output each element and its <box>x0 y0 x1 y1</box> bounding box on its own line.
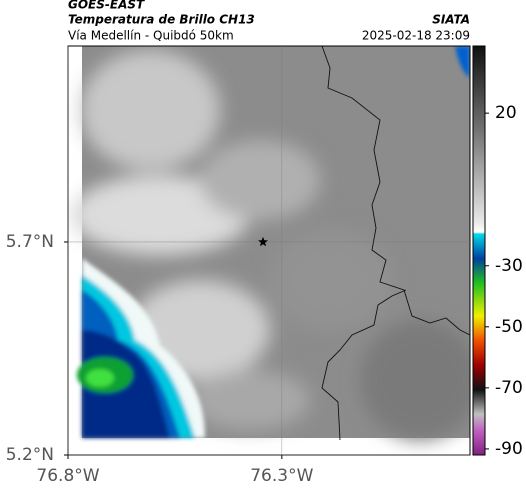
y-tick-label: 5.2°N <box>6 445 54 465</box>
region: Vía Medellín - Quibdó 50km <box>68 29 234 43</box>
colorbar <box>472 45 486 456</box>
source: SIATA <box>432 13 470 27</box>
satellite-image <box>70 46 470 441</box>
y-tick-label: 5.7°N <box>6 232 54 252</box>
colorbar-tick-label: -90 <box>495 439 523 459</box>
timestamp: 2025-02-18 23:09 <box>362 29 470 43</box>
colorbar-tick-label: 20 <box>495 103 517 123</box>
colorbar-tick-label: -70 <box>495 378 523 398</box>
satellite: GOES-EAST <box>68 0 145 12</box>
colorbar-tick-label: -30 <box>495 256 523 276</box>
product: Temperatura de Brillo CH13 <box>68 13 255 27</box>
x-tick-label: 76.8°W <box>36 466 99 486</box>
colorbar-tick-label: -50 <box>495 317 523 337</box>
x-tick-label: 76.3°W <box>250 466 313 486</box>
location-marker <box>258 236 268 247</box>
